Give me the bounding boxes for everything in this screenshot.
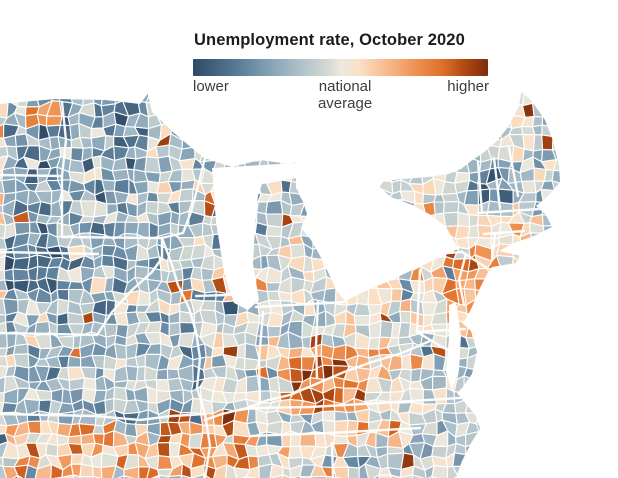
scale-label-national-average: national average xyxy=(317,78,373,112)
color-scale-labels: lower national average higher xyxy=(193,78,489,112)
scale-label-higher: higher xyxy=(447,78,489,95)
scale-label-lower: lower xyxy=(193,78,229,95)
color-scale-bar xyxy=(193,59,488,76)
legend-block: Unemployment rate, October 2020 lower na… xyxy=(193,31,489,112)
chart-title: Unemployment rate, October 2020 xyxy=(194,31,465,49)
